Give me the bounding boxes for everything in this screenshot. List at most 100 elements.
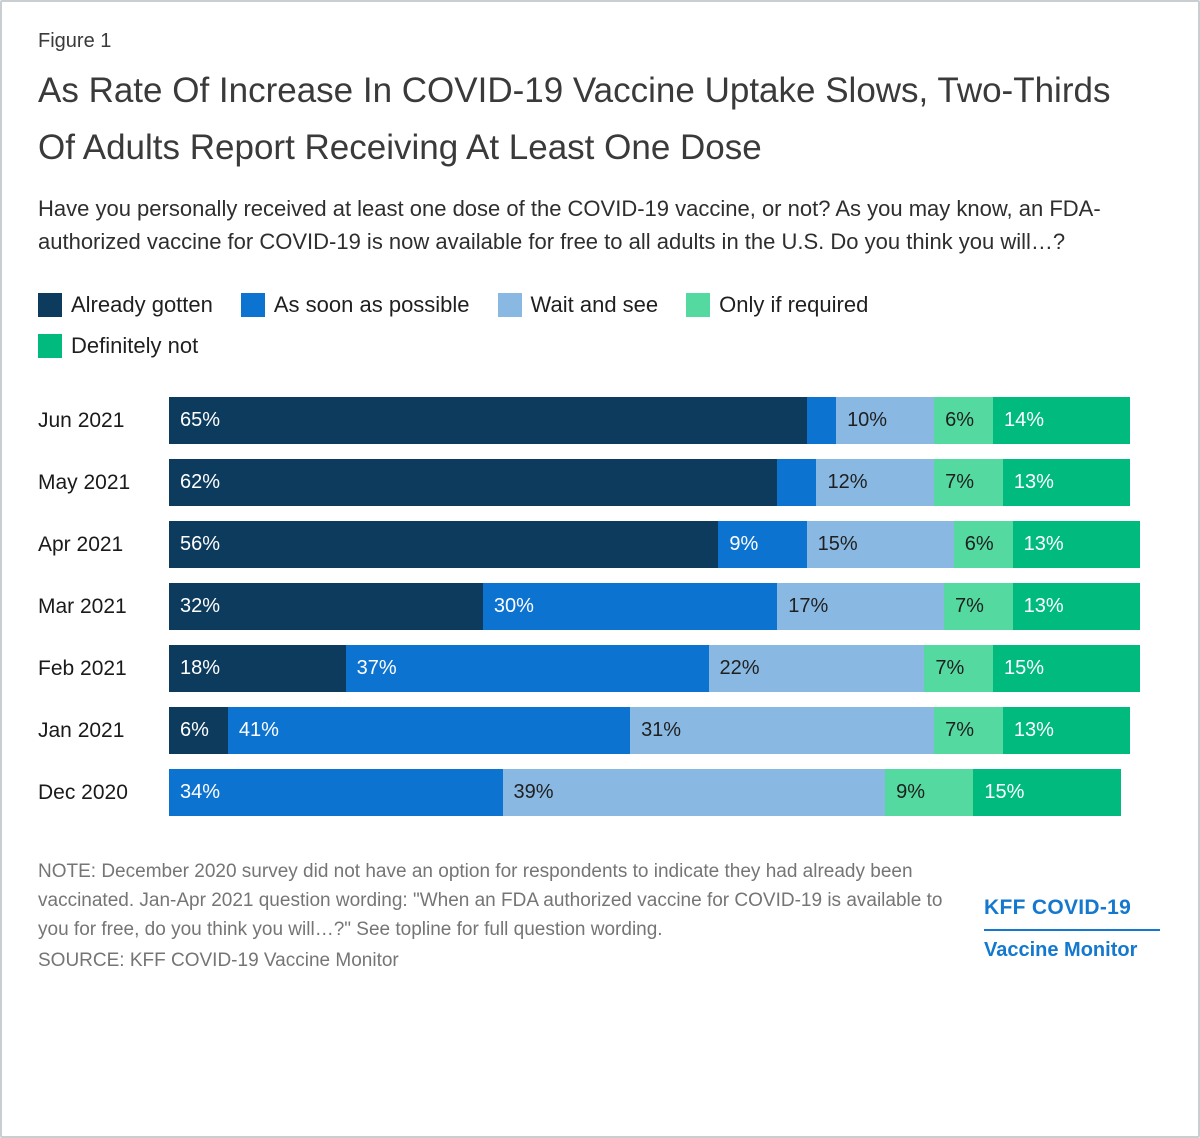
bar-track: 6% 41% 31% 7% 13% xyxy=(169,707,1150,755)
kff-logo-line1: KFF COVID-19 xyxy=(984,896,1132,920)
legend-label: As soon as possible xyxy=(273,292,470,318)
segment-value-label: 9% xyxy=(729,533,759,556)
figure-label: Figure 1 xyxy=(38,30,112,52)
legend-item: Wait and see xyxy=(497,292,658,318)
bar-segment: 10% xyxy=(836,397,935,445)
bar-segment: 62% xyxy=(169,459,778,507)
segment-value-label: 6% xyxy=(180,719,209,742)
bar-chart: Jun 2021 65% 10% 6% 14% May 2021 62% 12% 7% 13% Ap… xyxy=(38,397,1162,817)
kff-logo-rule xyxy=(984,929,1160,932)
segment-value-label: 7% xyxy=(954,595,984,618)
bar-segment: 31% xyxy=(630,707,935,755)
bar-track: 65% 10% 6% 14% xyxy=(169,397,1150,445)
bar-row: Jan 2021 6% 41% 31% 7% 13% xyxy=(38,707,1162,755)
bar-segment: 15% xyxy=(973,769,1121,817)
segment-value-label: 13% xyxy=(1023,533,1064,556)
segment-value-label: 37% xyxy=(356,657,397,680)
bar-track: 56% 9% 15% 6% 13% xyxy=(169,521,1150,569)
segment-value-label: 13% xyxy=(1023,595,1064,618)
bar-track: 18% 37% 22% 7% 15% xyxy=(169,645,1150,693)
segment-value-label: 17% xyxy=(788,595,829,618)
bar-segment: 9% xyxy=(718,521,807,569)
segment-value-label: 15% xyxy=(1004,657,1045,680)
bar-segment: 22% xyxy=(708,645,925,693)
segment-value-label: 7% xyxy=(945,471,975,494)
kff-logo-line2: Vaccine Monitor xyxy=(984,939,1138,962)
category-label: Mar 2021 xyxy=(38,594,127,618)
bar-segment: 41% xyxy=(227,707,631,755)
bar-segment: 6% xyxy=(934,397,994,445)
category-label: May 2021 xyxy=(38,470,131,494)
segment-value-label: 14% xyxy=(1004,409,1045,432)
segment-value-label: 30% xyxy=(493,595,534,618)
bar-segment: 15% xyxy=(806,521,954,569)
bar-segment: 34% xyxy=(169,769,503,817)
segment-value-label: 18% xyxy=(180,657,221,680)
bar-segment: 56% xyxy=(169,521,719,569)
segment-value-label: 22% xyxy=(719,657,760,680)
bar-segment: 37% xyxy=(345,645,709,693)
legend-swatch-icon xyxy=(686,293,711,318)
source-text: SOURCE: KFF COVID-19 Vaccine Monitor xyxy=(38,950,399,971)
bar-segment: 32% xyxy=(169,583,483,631)
bar-segment: 6% xyxy=(169,707,228,755)
segment-value-label: 31% xyxy=(641,719,682,742)
bar-segment: 13% xyxy=(1002,459,1131,507)
legend-swatch-icon xyxy=(497,293,522,318)
bar-row: Feb 2021 18% 37% 22% 7% 15% xyxy=(38,645,1162,693)
segment-value-label: 6% xyxy=(945,409,975,432)
bar-segment: 7% xyxy=(924,645,994,693)
bar-track: 34% 39% 9% 15% xyxy=(169,769,1150,817)
legend-label: Already gotten xyxy=(71,292,213,318)
legend-swatch-icon xyxy=(38,334,62,359)
bar-segment xyxy=(806,397,837,445)
legend-swatch-icon xyxy=(240,293,265,318)
legend-item: Only if required xyxy=(686,292,868,318)
segment-value-label: 7% xyxy=(935,657,965,680)
segment-value-label: 65% xyxy=(180,409,221,432)
bar-segment: 6% xyxy=(953,521,1013,569)
bar-segment: 7% xyxy=(934,459,1003,507)
legend-item: As soon as possible xyxy=(240,292,470,318)
category-label: Jan 2021 xyxy=(38,718,125,742)
chart-title: As Rate Of Increase In COVID-19 Vaccine … xyxy=(38,71,1111,167)
bar-segment: 7% xyxy=(934,707,1003,755)
segment-value-label: 13% xyxy=(1013,471,1054,494)
legend-label: Definitely not xyxy=(71,333,199,359)
segment-value-label: 15% xyxy=(984,781,1025,804)
segment-value-label: 13% xyxy=(1013,719,1054,742)
segment-value-label: 34% xyxy=(180,781,221,804)
bar-segment: 17% xyxy=(777,583,944,631)
bar-row: Mar 2021 32% 30% 17% 7% 13% xyxy=(38,583,1162,631)
note-text: NOTE: December 2020 survey did not have … xyxy=(38,861,943,941)
bar-track: 32% 30% 17% 7% 13% xyxy=(169,583,1150,631)
bar-segment: 39% xyxy=(502,769,886,817)
category-label: Feb 2021 xyxy=(38,656,127,680)
bar-row: May 2021 62% 12% 7% 13% xyxy=(38,459,1162,507)
segment-value-label: 15% xyxy=(817,533,858,556)
bar-segment: 9% xyxy=(885,769,974,817)
bar-segment: 13% xyxy=(1012,583,1141,631)
chart-subtitle: Have you personally received at least on… xyxy=(38,196,1101,255)
bar-row: Dec 2020 34% 39% 9% 15% xyxy=(38,769,1162,817)
legend: Already gotten As soon as possible Wait an… xyxy=(38,292,1048,359)
bar-segment: 65% xyxy=(169,397,807,445)
category-label: Apr 2021 xyxy=(38,532,124,556)
bar-segment xyxy=(777,459,817,507)
segment-value-label: 41% xyxy=(238,719,279,742)
bar-track: 62% 12% 7% 13% xyxy=(169,459,1150,507)
legend-swatch-icon xyxy=(38,293,62,318)
bar-segment: 18% xyxy=(169,645,346,693)
legend-label: Only if required xyxy=(719,292,869,318)
segment-value-label: 62% xyxy=(180,471,221,494)
bar-row: Apr 2021 56% 9% 15% 6% 13% xyxy=(38,521,1162,569)
legend-item: Definitely not xyxy=(38,333,198,359)
segment-value-label: 7% xyxy=(945,719,975,742)
bar-segment: 13% xyxy=(1012,521,1141,569)
bar-segment: 12% xyxy=(816,459,935,507)
bar-segment: 13% xyxy=(1002,707,1131,755)
segment-value-label: 9% xyxy=(896,781,926,804)
segment-value-label: 32% xyxy=(180,595,221,618)
segment-value-label: 12% xyxy=(827,471,868,494)
